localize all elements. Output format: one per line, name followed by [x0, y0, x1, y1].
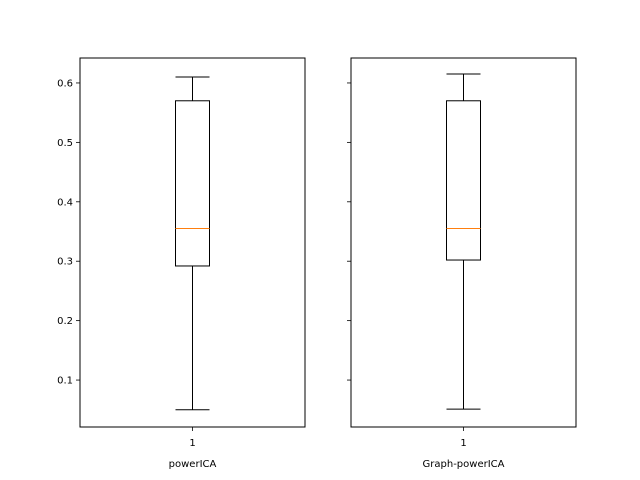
y-tick-label: 0.5 [57, 138, 73, 149]
y-axis-ticks: 0.1 0.2 0.3 0.4 0.5 0.6 [57, 78, 80, 387]
box-plot-marks [175, 76, 210, 411]
iqr-box [175, 100, 210, 267]
subplot-graph-powerica: 1 Graph-powerICA [347, 57, 577, 470]
x-tick-label: 1 [460, 438, 466, 449]
y-tick-label: 0.3 [57, 257, 73, 268]
y-tick-label: 0.6 [57, 78, 73, 89]
y-tick-label: 0.4 [57, 197, 73, 208]
x-axis-label: powerICA [169, 459, 217, 470]
iqr-box [446, 100, 481, 261]
subplot-powerica: 0.1 0.2 0.3 0.4 0.5 0.6 1 powerICA [57, 57, 306, 470]
y-tick-label: 0.2 [57, 316, 73, 327]
x-tick-label: 1 [189, 438, 195, 449]
y-axis-ticks [347, 82, 351, 381]
x-axis-label: Graph-powerICA [423, 459, 505, 470]
box-plot-marks [446, 73, 481, 410]
y-tick-label: 0.1 [57, 376, 73, 387]
